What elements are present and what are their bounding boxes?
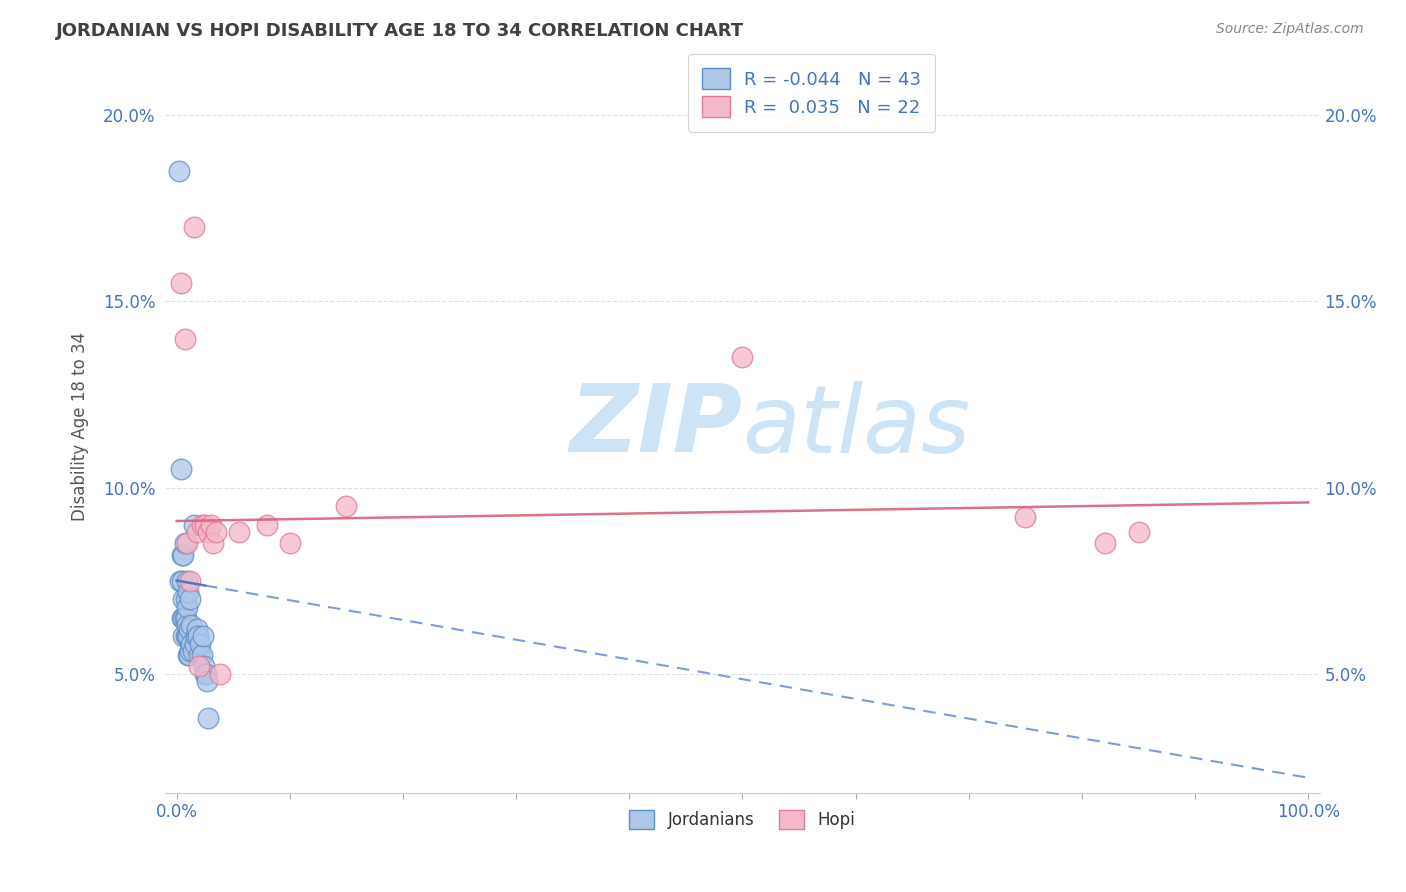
Point <box>194 666 217 681</box>
Point <box>197 711 219 725</box>
Point <box>176 574 198 588</box>
Y-axis label: Disability Age 18 to 34: Disability Age 18 to 34 <box>72 332 89 521</box>
Point <box>174 592 197 607</box>
Point <box>183 517 205 532</box>
Point <box>172 629 194 643</box>
Point <box>176 618 198 632</box>
Point <box>186 622 208 636</box>
Point <box>190 517 212 532</box>
Point <box>179 592 201 607</box>
Point <box>228 525 250 540</box>
Point <box>195 673 218 688</box>
Point <box>174 629 197 643</box>
Legend: Jordanians, Hopi: Jordanians, Hopi <box>623 803 862 836</box>
Point <box>278 536 301 550</box>
Point <box>335 499 357 513</box>
Point <box>179 622 201 636</box>
Point <box>191 629 214 643</box>
Point <box>256 517 278 532</box>
Point <box>205 525 228 540</box>
Point <box>177 629 200 643</box>
Point <box>179 648 201 662</box>
Text: ZIP: ZIP <box>569 380 742 472</box>
Point <box>201 536 224 550</box>
Point <box>167 164 190 178</box>
Text: Source: ZipAtlas.com: Source: ZipAtlas.com <box>1216 22 1364 37</box>
Point <box>176 629 198 643</box>
Point <box>170 276 193 290</box>
Point <box>188 659 211 673</box>
Point <box>172 592 194 607</box>
Point <box>172 574 194 588</box>
Point <box>190 648 212 662</box>
Point <box>176 599 198 614</box>
Point <box>1128 525 1150 540</box>
Point <box>1014 510 1036 524</box>
Point <box>183 220 205 235</box>
Point <box>173 536 195 550</box>
Point <box>177 584 200 599</box>
Point <box>170 462 193 476</box>
Point <box>197 525 219 540</box>
Point <box>169 574 191 588</box>
Point <box>195 666 218 681</box>
Point <box>190 637 212 651</box>
Point <box>172 611 194 625</box>
Point <box>184 637 207 651</box>
Point <box>174 611 197 625</box>
Point <box>193 659 215 673</box>
Point <box>172 548 194 562</box>
Text: atlas: atlas <box>742 381 970 472</box>
Point <box>208 666 231 681</box>
Point <box>173 332 195 346</box>
Point <box>180 618 202 632</box>
Point <box>179 644 201 658</box>
Point <box>172 548 194 562</box>
Point <box>187 629 209 643</box>
Point <box>181 644 204 658</box>
Point <box>177 648 200 662</box>
Point <box>172 611 194 625</box>
Point <box>731 351 754 365</box>
Point <box>176 536 198 550</box>
Point <box>186 525 208 540</box>
Point <box>180 637 202 651</box>
Point <box>173 611 195 625</box>
Point <box>184 629 207 643</box>
Point <box>1094 536 1116 550</box>
Point <box>179 574 201 588</box>
Point <box>188 648 211 662</box>
Point <box>194 517 217 532</box>
Text: JORDANIAN VS HOPI DISABILITY AGE 18 TO 34 CORRELATION CHART: JORDANIAN VS HOPI DISABILITY AGE 18 TO 3… <box>56 22 744 40</box>
Point <box>200 517 222 532</box>
